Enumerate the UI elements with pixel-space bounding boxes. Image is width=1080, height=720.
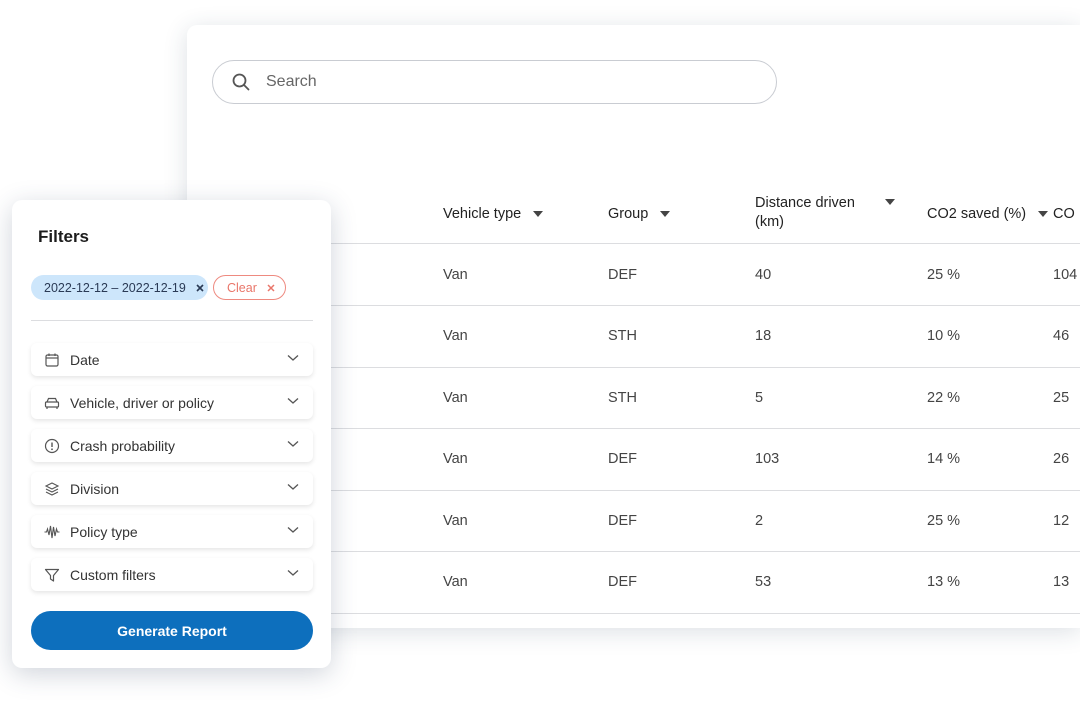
filter-label: Crash probability — [70, 437, 176, 454]
chevron-down-icon — [287, 484, 299, 490]
filter-crash-probability[interactable]: Crash probability — [31, 429, 313, 462]
table-row[interactable]: Van DEF 2 25 % 12 — [187, 490, 1080, 552]
filter-vehicle-driver-policy[interactable]: Vehicle, driver or policy — [31, 386, 313, 419]
cell-vehicle-type: Van — [443, 574, 468, 590]
layers-icon — [44, 481, 60, 496]
filter-custom-filters[interactable]: Custom filters — [31, 558, 313, 591]
column-header-co2-saved[interactable]: CO2 saved (%) — [927, 185, 1049, 243]
divider — [31, 320, 313, 321]
chevron-down-icon — [287, 355, 299, 361]
filter-policy-type[interactable]: Policy type — [31, 515, 313, 548]
cell-co2-saved: 14 % — [927, 451, 961, 467]
table-header: Vehicle type Group Distance driven (km) … — [187, 185, 1080, 244]
funnel-icon — [44, 568, 60, 582]
active-date-filter-chip[interactable]: 2022-12-12 – 2022-12-19 — [31, 275, 208, 300]
search-icon — [232, 73, 250, 91]
column-label: CO2 saved (%) — [927, 205, 1027, 222]
cell-co: 104 — [1053, 266, 1078, 283]
cell-co: 46 — [1053, 328, 1070, 344]
cell-vehicle-type: Van — [443, 266, 468, 283]
cell-co2-saved: 22 % — [927, 389, 961, 406]
column-header-vehicle-type[interactable]: Vehicle type — [443, 185, 544, 243]
cell-group: DEF — [608, 451, 637, 467]
cell-co: 25 — [1053, 389, 1070, 406]
chip-label: 2022-12-12 – 2022-12-19 — [44, 280, 186, 295]
column-label: Vehicle type — [443, 205, 522, 222]
filter-label: Policy type — [70, 523, 138, 540]
generate-report-button[interactable]: Generate Report — [31, 611, 313, 650]
table: Vehicle type Group Distance driven (km) … — [187, 25, 1080, 628]
column-label: Distance driven (km) — [755, 195, 855, 230]
chevron-down-icon — [287, 398, 299, 404]
filter-label: Date — [70, 351, 100, 368]
cell-vehicle-type: Van — [443, 328, 468, 344]
filter-date[interactable]: Date — [31, 343, 313, 376]
cell-co2-saved: 13 % — [927, 574, 961, 590]
sort-caret-icon[interactable] — [885, 199, 895, 205]
table-row[interactable]: Van DEF 40 25 % 104 — [187, 244, 1080, 306]
cell-co2-saved: 25 % — [927, 512, 961, 529]
sort-caret-icon[interactable] — [660, 211, 671, 217]
clear-filters-button[interactable]: Clear — [213, 275, 286, 300]
column-header-distance[interactable]: Distance driven (km) — [755, 185, 895, 243]
alert-circle-icon — [44, 438, 60, 453]
chevron-down-icon — [287, 441, 299, 447]
column-header-group[interactable]: Group — [608, 185, 671, 243]
column-label: Group — [608, 205, 649, 222]
column-header-co[interactable]: CO — [1053, 185, 1075, 243]
cell-group: DEF — [608, 512, 637, 529]
cell-co: 26 — [1053, 451, 1070, 467]
close-icon[interactable] — [196, 283, 204, 292]
calendar-icon — [45, 353, 59, 367]
search-box[interactable] — [212, 60, 777, 104]
cell-group: DEF — [608, 574, 637, 590]
sort-caret-icon[interactable] — [1038, 211, 1049, 217]
filter-division[interactable]: Division — [31, 472, 313, 505]
cell-vehicle-type: Van — [443, 389, 468, 406]
table-row[interactable]: Van STH 18 10 % 46 — [187, 306, 1080, 368]
cell-co: 12 — [1053, 512, 1070, 529]
report-table-card: Vehicle type Group Distance driven (km) … — [187, 25, 1080, 628]
search-input[interactable] — [264, 72, 728, 92]
sort-caret-icon[interactable] — [533, 211, 544, 217]
waveform-icon — [44, 525, 60, 538]
chevron-down-icon — [287, 527, 299, 533]
cell-group: STH — [608, 389, 637, 406]
filter-label: Vehicle, driver or policy — [70, 394, 214, 411]
cell-distance: 2 — [755, 512, 764, 529]
cell-distance: 103 — [755, 451, 780, 467]
cell-group: STH — [608, 328, 637, 344]
filter-label: Division — [70, 480, 120, 497]
table-row[interactable]: Van DEF 103 14 % 26 — [187, 429, 1080, 491]
chevron-down-icon — [287, 570, 299, 576]
cell-co2-saved: 25 % — [927, 266, 961, 283]
cell-vehicle-type: Van — [443, 451, 468, 467]
cell-group: DEF — [608, 266, 637, 283]
cell-distance: 18 — [755, 328, 772, 344]
table-row[interactable]: Van STH 5 22 % 25 — [187, 367, 1080, 429]
clear-label: Clear — [227, 280, 257, 295]
cell-co2-saved: 10 % — [927, 328, 961, 344]
column-label: CO — [1053, 205, 1075, 222]
cell-distance: 53 — [755, 574, 772, 590]
cell-distance: 40 — [755, 266, 772, 283]
cell-vehicle-type: Van — [443, 512, 468, 529]
table-row[interactable]: Van DEF 53 13 % 13 — [187, 552, 1080, 614]
filter-label: Custom filters — [70, 566, 156, 583]
close-icon — [267, 283, 275, 292]
cell-co: 13 — [1053, 574, 1070, 590]
filters-panel: Filters 2022-12-12 – 2022-12-19 Clear Da… — [12, 200, 331, 668]
cell-distance: 5 — [755, 389, 764, 406]
filters-title: Filters — [38, 227, 90, 246]
car-icon — [44, 397, 60, 409]
